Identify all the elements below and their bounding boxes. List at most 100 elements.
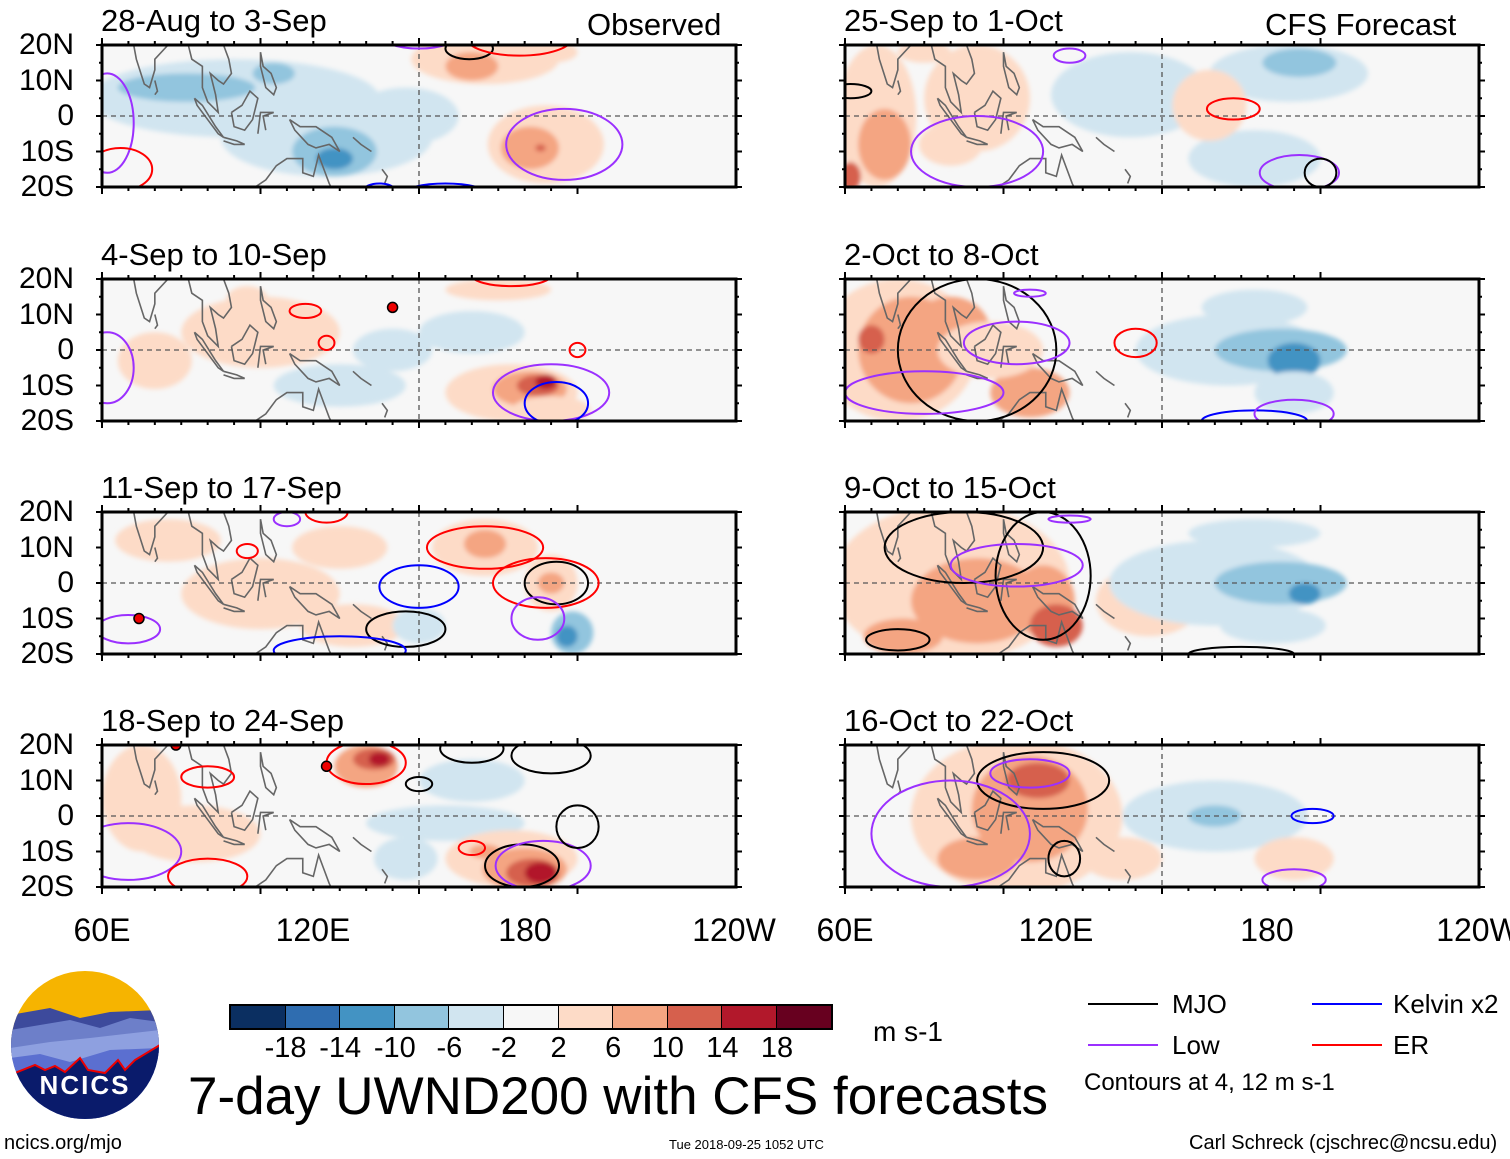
wave-contour — [365, 610, 447, 648]
wind-anomaly-region — [226, 286, 269, 315]
wind-anomaly-region — [1220, 607, 1326, 644]
coastline — [966, 603, 988, 613]
wave-contour — [1205, 97, 1261, 121]
coastline — [897, 80, 902, 96]
lat-label: 20N — [18, 28, 74, 61]
wave-contour — [976, 751, 1111, 810]
wave-contour — [505, 107, 624, 181]
ncics-logo: NCICS — [11, 971, 159, 1119]
coastline — [257, 578, 274, 601]
lat-label: 10N — [18, 763, 74, 797]
wave-contour — [102, 331, 135, 405]
wave-contour — [568, 341, 587, 359]
wave-contour — [1258, 154, 1340, 187]
wind-anomaly-region — [368, 752, 390, 767]
lat-label: 20N — [18, 495, 74, 528]
wave-contour — [235, 542, 259, 560]
coastline — [259, 518, 278, 564]
coastline — [966, 136, 988, 146]
wave-contour — [510, 596, 566, 641]
coastline — [223, 603, 245, 613]
wind-anomaly-region — [374, 837, 438, 880]
tropical-cyclone-icon — [386, 301, 399, 314]
coastline — [154, 80, 159, 96]
coastline — [253, 386, 332, 421]
coastline — [259, 751, 278, 797]
coastline — [352, 603, 372, 620]
colorbar-swatch — [449, 1006, 504, 1028]
colorbar-tick-label: 18 — [760, 1032, 794, 1064]
wave-contour — [883, 512, 1045, 584]
coastline — [230, 323, 259, 366]
wave-contour — [102, 146, 154, 187]
wave-contour — [288, 302, 323, 320]
colorbar — [229, 1004, 833, 1030]
site-url[interactable]: ncics.org/mjo — [4, 1132, 122, 1154]
lat-label: 10N — [18, 530, 74, 564]
wave-contour — [439, 745, 505, 764]
wave-contour — [1047, 514, 1092, 524]
wave-contour — [845, 370, 1005, 415]
coastline — [897, 314, 902, 330]
colorbar-tick-label: 10 — [651, 1032, 684, 1064]
coastline — [352, 136, 372, 153]
coastline — [973, 556, 1002, 599]
colorbar-tick-label: -6 — [436, 1032, 463, 1064]
colorbar-swatch — [340, 1006, 395, 1028]
coastline — [1031, 118, 1084, 153]
author-credit: Carl Schreck (cjschrec@ncsu.edu) — [1189, 1132, 1498, 1154]
coastline — [259, 285, 278, 331]
colorbar-swatch — [667, 1006, 723, 1028]
coastline — [257, 345, 274, 368]
wind-anomaly-region — [524, 45, 578, 63]
wind-anomaly-region — [524, 862, 557, 884]
coastline — [288, 818, 341, 853]
colorbar-swatch — [558, 1006, 614, 1028]
wave-contour — [494, 839, 592, 887]
forecast-map-panel — [839, 272, 1485, 428]
wind-anomaly-region — [937, 837, 1017, 880]
wave-contour — [1052, 47, 1087, 64]
coastline — [230, 89, 259, 132]
lat-label: 0 — [57, 99, 74, 132]
wave-contour — [404, 775, 434, 793]
panel-title: 16-Oct to 22-Oct — [844, 703, 1074, 738]
forecast-map-panel — [839, 505, 1485, 661]
coastline — [936, 564, 968, 605]
lon-label-120e: 120E — [275, 912, 351, 948]
wave-contour — [425, 525, 545, 570]
wind-anomaly-region — [1288, 583, 1321, 605]
lon-label-180: 180 — [498, 912, 552, 948]
coastline — [132, 45, 233, 115]
observed-map-panel — [96, 738, 742, 894]
tropical-cyclone-icon — [320, 760, 333, 773]
figure-title: 7-day UWND200 with CFS forecasts — [188, 1067, 1049, 1126]
coastline — [132, 279, 233, 349]
coastline — [253, 619, 332, 654]
panel-title: 4-Sep to 10-Sep — [101, 237, 327, 272]
coastline — [352, 836, 372, 853]
colorbar-swatch — [503, 1006, 559, 1028]
wave-contour — [1261, 868, 1327, 887]
coastline — [996, 619, 1075, 654]
wave-contour — [317, 334, 336, 352]
lat-label: 10S — [20, 834, 74, 868]
wave-contour — [444, 45, 494, 61]
lat-label: 20N — [18, 262, 74, 295]
legend-kelvin-line — [1312, 1003, 1382, 1005]
coastline — [381, 635, 389, 651]
wind-anomaly-region — [445, 52, 499, 81]
forecast-map-panel — [839, 38, 1485, 194]
lat-label: 10S — [20, 368, 74, 402]
wind-anomaly-region — [1188, 519, 1321, 548]
panel-title: 11-Sep to 17-Sep — [101, 470, 342, 505]
colorbar-swatch — [613, 1006, 668, 1028]
coastline — [875, 45, 976, 115]
wave-contour — [896, 279, 1058, 421]
wind-anomaly-region — [858, 108, 912, 180]
colorbar-swatch — [285, 1006, 341, 1028]
wind-anomaly-region — [845, 162, 861, 187]
coastline — [154, 547, 159, 563]
coastline — [223, 136, 245, 146]
colorbar-tick-label: 2 — [550, 1032, 567, 1064]
